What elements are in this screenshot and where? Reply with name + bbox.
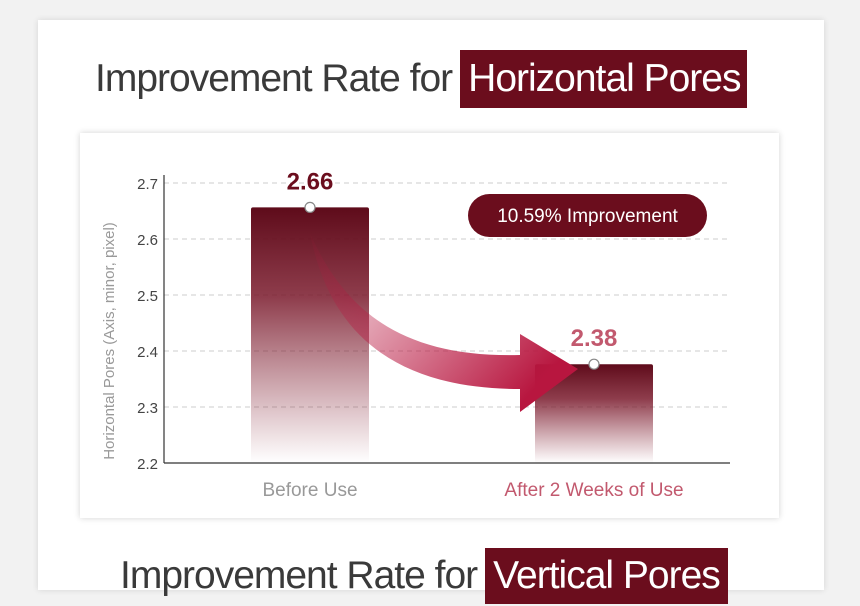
y-tick-label: 2.2 — [137, 456, 158, 473]
y-tick-label: 2.5 — [137, 288, 158, 305]
y-tick-label: 2.6 — [137, 232, 158, 249]
y-tick-label: 2.3 — [137, 400, 158, 417]
y-tick-label: 2.7 — [137, 176, 158, 193]
annotation-text: 10.59% Improvement — [497, 206, 678, 227]
value-label: 2.38 — [571, 325, 618, 352]
value-marker — [588, 358, 600, 370]
chart-labels: 2.2 2.3 2.4 2.5 2.6 2.7 2.66 Before Use 2.38 Afte… — [137, 168, 683, 501]
next-title-highlight: Vertical Pores — [485, 548, 728, 604]
title-prefix: Improvement Rate for — [95, 57, 453, 100]
x-category-label: After 2 Weeks of Use — [504, 480, 683, 501]
bar — [535, 364, 653, 463]
next-section-title: Improvement Rate for Vertical Pores — [120, 546, 728, 606]
value-marker — [304, 201, 316, 214]
section-title: Improvement Rate for Horizontal Pores — [95, 50, 748, 108]
annotation-badge: 10.59% Improvement — [468, 194, 707, 237]
y-axis-label: Horizontal Pores (Axis, minor, pixel) — [101, 222, 118, 460]
bar — [251, 207, 369, 463]
x-category-label: Before Use — [262, 480, 357, 501]
chart-panel: 10.59% Improvement 2.2 2.3 2.4 2.5 2.6 2.7 2.6… — [80, 133, 779, 518]
y-tick-label: 2.4 — [137, 344, 158, 361]
axes — [163, 175, 730, 464]
annotation-background — [468, 194, 707, 237]
bars — [251, 207, 653, 463]
improvement-arrow — [310, 233, 578, 412]
title-highlight: Horizontal Pores — [460, 50, 748, 108]
value-label: 2.66 — [287, 168, 334, 195]
next-title-prefix: Improvement Rate for — [120, 554, 478, 597]
bar-chart: 10.59% Improvement 2.2 2.3 2.4 2.5 2.6 2.7 2.6… — [101, 168, 730, 501]
